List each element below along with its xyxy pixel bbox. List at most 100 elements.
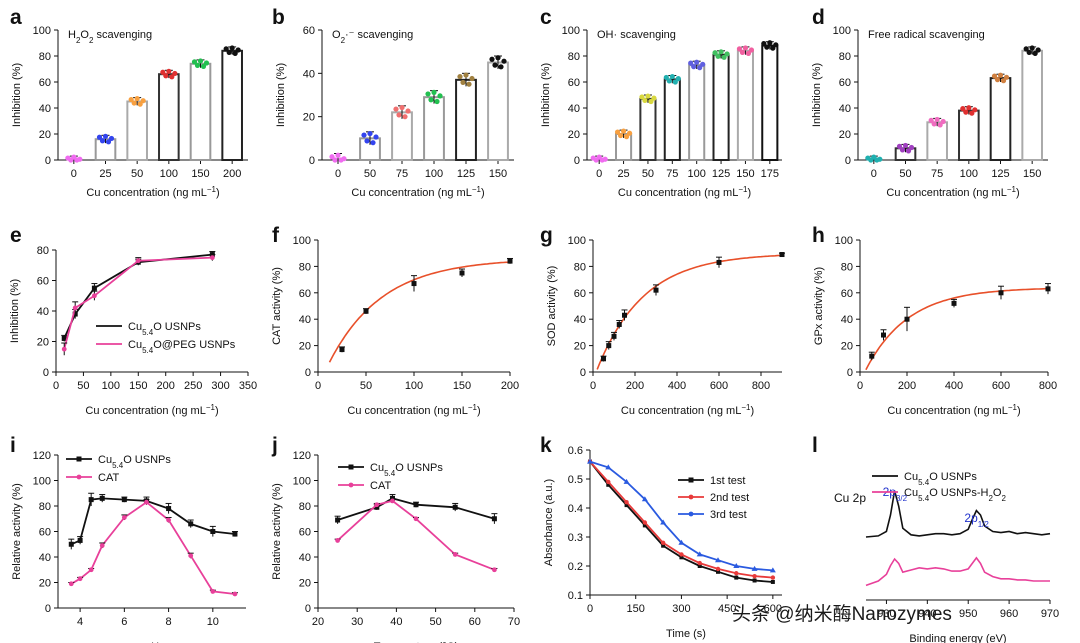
x-axis-label: Cu concentration (ng mL−1) xyxy=(886,185,1019,200)
data-point xyxy=(642,97,648,104)
data-point xyxy=(623,134,630,140)
y-tick-label: 40 xyxy=(568,103,580,115)
x-axis-label: Cu concentration (ng mL−1) xyxy=(347,403,480,418)
y-tick-label: 40 xyxy=(37,306,49,318)
data-point xyxy=(339,347,345,353)
y-tick-label: 40 xyxy=(299,314,311,326)
panel-letter: a xyxy=(10,6,22,29)
data-point xyxy=(169,74,175,80)
y-tick-label: 40 xyxy=(303,68,315,80)
data-point xyxy=(651,95,657,101)
y-axis-label: Inhibition (%) xyxy=(9,279,21,343)
x-tick-label: 300 xyxy=(672,603,690,615)
x-tick-label: 0 xyxy=(871,168,877,180)
data-point xyxy=(72,305,78,311)
x-tick-label: 100 xyxy=(405,380,423,392)
chart-title: H2O2 scavenging xyxy=(68,29,152,45)
x-tick-label: 125 xyxy=(712,168,730,180)
bar xyxy=(712,53,730,162)
data-point xyxy=(92,293,97,299)
bar xyxy=(688,64,706,161)
x-tick-label: 40 xyxy=(390,616,402,628)
y-tick-label: 0 xyxy=(45,603,51,615)
y-tick-label: 20 xyxy=(37,337,49,349)
data-point xyxy=(367,130,373,137)
x-tick-label: 150 xyxy=(627,603,645,615)
y-tick-label: 20 xyxy=(839,129,851,141)
bar xyxy=(736,49,754,161)
y-tick-label: 60 xyxy=(303,25,315,37)
data-point xyxy=(934,116,940,123)
x-tick-label: 20 xyxy=(312,616,324,628)
y-axis-label: Absorbance (a.u.) xyxy=(543,479,555,566)
bar xyxy=(1021,49,1043,161)
data-point xyxy=(899,147,906,153)
y-axis-label: Inhibition (%) xyxy=(275,63,287,127)
data-point xyxy=(679,552,684,557)
x-tick-label: 30 xyxy=(351,616,363,628)
panel-letter: g xyxy=(540,224,553,247)
data-point xyxy=(492,62,498,68)
data-point xyxy=(623,478,630,484)
panel-letter: k xyxy=(540,434,552,457)
data-point xyxy=(411,281,417,287)
data-point xyxy=(966,105,972,111)
data-point xyxy=(678,539,685,545)
y-tick-label: 0 xyxy=(574,155,580,167)
y-axis-label: Inhibition (%) xyxy=(811,63,823,127)
data-point xyxy=(364,138,370,144)
data-point xyxy=(751,565,758,571)
legend-label: Cu5.4O USNPs xyxy=(98,454,171,470)
legend-marker xyxy=(688,511,694,517)
y-tick-label: 60 xyxy=(574,288,586,300)
data-point xyxy=(402,114,408,120)
data-point xyxy=(1035,47,1041,53)
bar xyxy=(455,78,477,161)
y-tick-label: 0 xyxy=(43,367,49,379)
series-line xyxy=(70,497,236,546)
legend-label: Cu5.4O USNPs xyxy=(370,462,443,478)
y-tick-label: 20 xyxy=(299,341,311,353)
chart-title: Free radical scavenging xyxy=(868,29,985,41)
x-tick-label: 960 xyxy=(1000,608,1018,620)
data-point xyxy=(425,91,431,97)
y-tick-label: 0.6 xyxy=(568,445,583,457)
data-point xyxy=(645,93,651,99)
x-tick-label: 600 xyxy=(710,380,728,392)
data-point xyxy=(764,44,770,50)
bar xyxy=(639,97,657,161)
chart-title: Cu 2p xyxy=(834,491,866,505)
x-tick-label: 25 xyxy=(99,168,111,180)
y-axis-label: SOD activity (%) xyxy=(546,266,558,347)
data-point xyxy=(587,458,593,464)
x-axis-label: Cu concentration (ng mL−1) xyxy=(86,185,219,200)
fit-curve xyxy=(865,287,1048,371)
data-point xyxy=(960,106,966,112)
data-point xyxy=(144,499,149,505)
data-point xyxy=(715,566,721,572)
x-tick-label: 0 xyxy=(857,380,863,392)
data-point xyxy=(969,110,975,116)
data-point xyxy=(452,504,458,510)
data-point xyxy=(88,497,94,503)
x-axis-label: pH xyxy=(145,641,159,643)
y-tick-label: 0 xyxy=(845,155,851,167)
bar xyxy=(189,62,212,161)
data-point xyxy=(639,94,645,100)
y-tick-label: 0.4 xyxy=(568,503,583,515)
data-point xyxy=(1032,50,1038,57)
data-point xyxy=(370,140,376,146)
data-point xyxy=(877,156,883,162)
data-point xyxy=(121,515,127,520)
data-point xyxy=(931,121,937,127)
data-point xyxy=(413,502,419,508)
data-point xyxy=(660,540,666,545)
x-tick-label: 75 xyxy=(931,168,943,180)
y-tick-label: 0.5 xyxy=(568,474,583,486)
data-point xyxy=(166,506,172,512)
y-tick-label: 60 xyxy=(568,77,580,89)
x-tick-label: 100 xyxy=(688,168,706,180)
y-tick-label: 80 xyxy=(839,51,851,63)
data-point xyxy=(77,156,83,162)
data-point xyxy=(998,290,1004,296)
